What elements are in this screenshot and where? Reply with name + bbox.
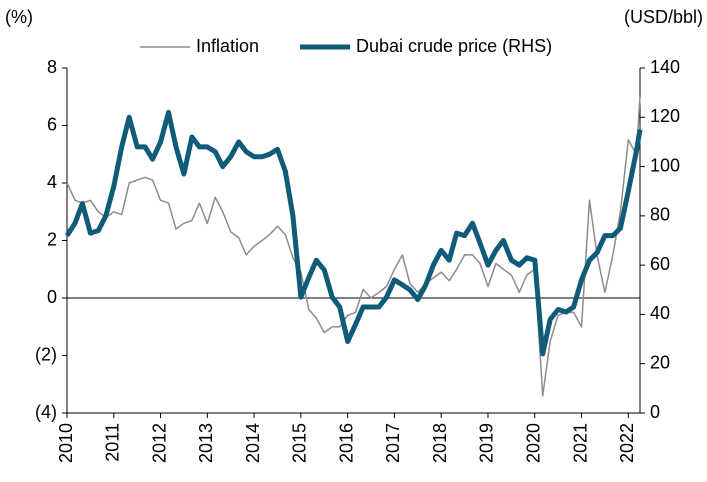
legend-label: Inflation — [196, 36, 259, 56]
x-tick-label: 2014 — [243, 423, 263, 463]
series-line — [64, 109, 643, 357]
y2-tick-label: 40 — [650, 303, 670, 323]
y2-tick-label: 80 — [650, 205, 670, 225]
y2-tick-label: 0 — [650, 402, 660, 422]
x-tick-label: 2017 — [383, 423, 403, 463]
x-tick-label: 2011 — [103, 423, 123, 462]
x-tick-label: 2012 — [149, 423, 169, 463]
y2-axis-label: (USD/bbl) — [624, 7, 703, 27]
y2-tick-label: 60 — [650, 254, 670, 274]
y2-tick-label: 20 — [650, 352, 670, 372]
x-tick-label: 2013 — [196, 423, 216, 463]
x-tick-label: 2019 — [477, 423, 497, 463]
y-tick-label: (2) — [35, 344, 57, 364]
y-tick-label: 0 — [47, 287, 57, 307]
y2-tick-label: 140 — [650, 57, 680, 77]
x-tick-label: 2021 — [570, 423, 590, 463]
y-tick-label: (4) — [35, 402, 57, 422]
y-tick-label: 8 — [47, 57, 57, 77]
x-tick-label: 2022 — [617, 423, 637, 463]
legend-label: Dubai crude price (RHS) — [356, 36, 552, 56]
y2-tick-label: 120 — [650, 106, 680, 126]
series-line — [66, 96, 641, 397]
y2-tick-label: 100 — [650, 155, 680, 175]
x-tick-label: 2020 — [524, 423, 544, 463]
x-tick-label: 2018 — [430, 423, 450, 463]
x-tick-label: 2010 — [56, 423, 76, 463]
x-tick-label: 2016 — [336, 423, 356, 463]
x-tick-label: 2015 — [290, 423, 310, 463]
y-tick-label: 6 — [47, 114, 57, 134]
y-axis-label: (%) — [5, 7, 33, 27]
y-tick-label: 4 — [47, 172, 57, 192]
y-tick-label: 2 — [47, 229, 57, 249]
